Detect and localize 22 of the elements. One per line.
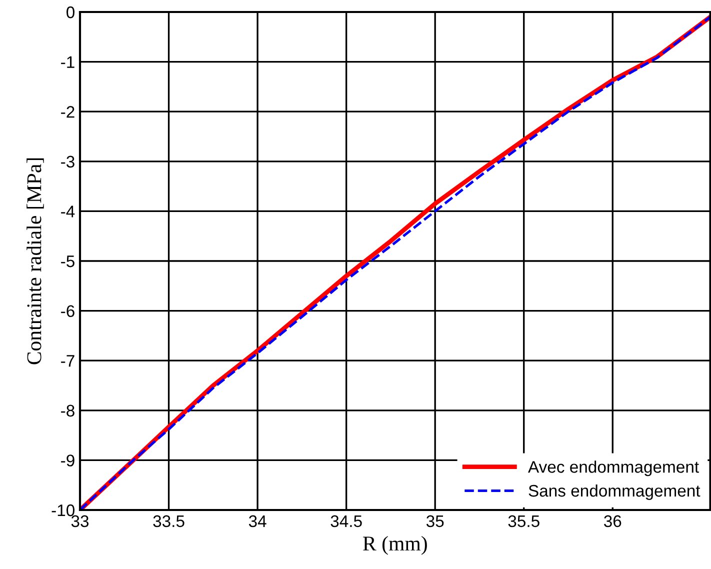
x-tick-label: 34.5 [330,515,362,528]
y-tick-label: -7 [61,355,74,367]
x-tick-label: 35.5 [508,515,540,528]
x-tick-label: 36 [604,515,622,528]
y-tick-label: -2 [61,106,74,118]
x-tick-label: 34 [248,515,266,528]
y-tick-label: -9 [61,454,74,466]
y-tick-label: -4 [61,206,75,218]
x-tick-label: 33.5 [153,515,184,528]
y-tick-label: -8 [61,404,74,417]
y-tick-label: -3 [61,156,74,168]
y-tick-label: -1 [61,56,74,68]
y-axis-title: Contrainte radiale [MPa] [26,158,44,364]
y-tick-label: -6 [61,305,74,318]
y-tick-label: -5 [61,256,74,268]
legend-label: Sans endommagement [528,484,700,500]
y-tick-label: -10 [52,504,74,516]
x-axis-title: R (mm) [363,536,427,555]
y-tick-label: 0 [66,6,74,18]
x-tick-label: 35 [426,515,444,528]
x-tick-label: 33 [71,515,89,528]
legend-label: Avec endommagement [528,460,699,476]
